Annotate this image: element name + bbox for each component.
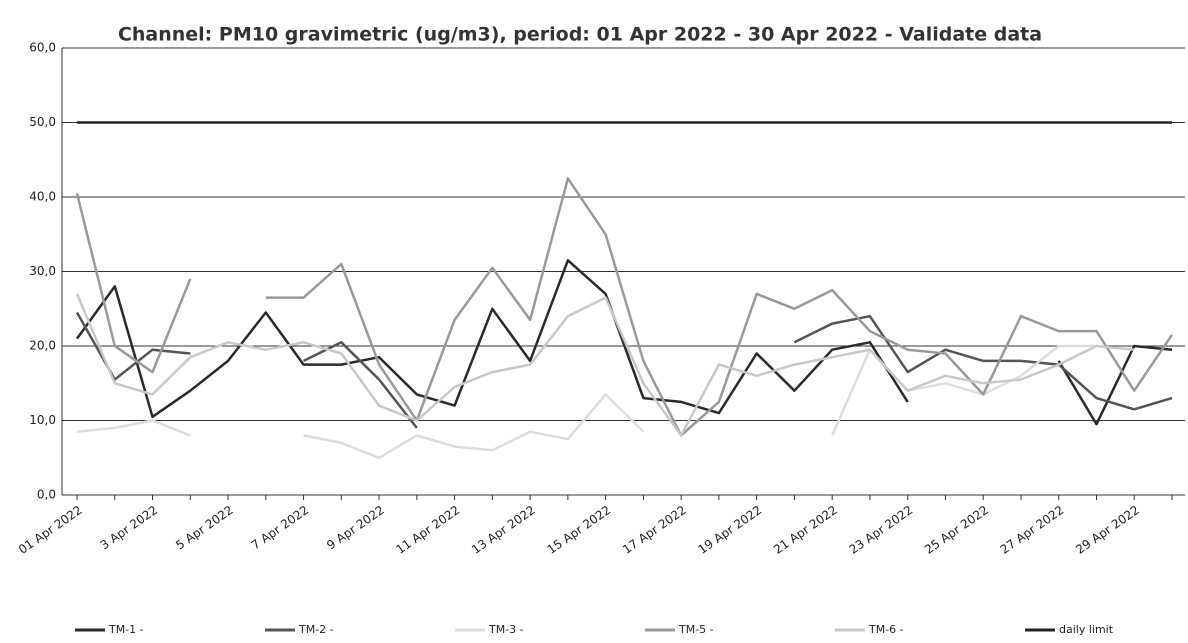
y-tick-label: 50,0: [29, 115, 56, 129]
y-tick-label: 40,0: [29, 190, 56, 204]
chart-title: Channel: PM10 gravimetric (ug/m3), perio…: [118, 24, 1042, 46]
legend-label: TM-1 -: [108, 623, 144, 636]
series-line: [75, 259, 1173, 426]
legend-label: TM-6 -: [868, 623, 904, 636]
y-tick-label: 30,0: [29, 264, 56, 278]
y-tick-label: 0,0: [37, 488, 56, 502]
y-tick-label: 60,0: [29, 41, 56, 55]
legend-label: TM-5 -: [678, 623, 714, 636]
y-tick-label: 10,0: [29, 413, 56, 427]
legend-label: TM-2 -: [298, 623, 334, 636]
legend-label: daily limit: [1059, 623, 1114, 636]
y-tick-label: 20,0: [29, 339, 56, 353]
series-line: [75, 293, 1135, 437]
legend-label: TM-3 -: [488, 623, 524, 636]
